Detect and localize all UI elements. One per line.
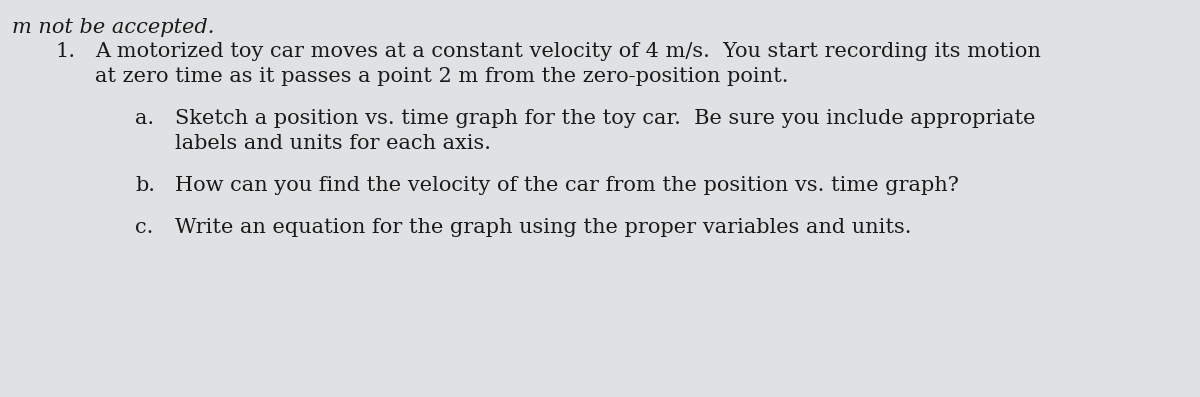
Text: labels and units for each axis.: labels and units for each axis. [175, 134, 491, 153]
Text: b.: b. [134, 176, 155, 195]
Text: c.: c. [134, 218, 154, 237]
Text: a.: a. [134, 109, 154, 128]
Text: 1.: 1. [55, 42, 76, 61]
Text: Sketch a position vs. time graph for the toy car.  Be sure you include appropria: Sketch a position vs. time graph for the… [175, 109, 1036, 128]
Text: Write an equation for the graph using the proper variables and units.: Write an equation for the graph using th… [175, 218, 912, 237]
Text: m not be accepted.: m not be accepted. [12, 18, 215, 37]
Text: at zero time as it passes a point 2 m from the zero-position point.: at zero time as it passes a point 2 m fr… [95, 67, 788, 86]
Text: How can you find the velocity of the car from the position vs. time graph?: How can you find the velocity of the car… [175, 176, 959, 195]
Text: A motorized toy car moves at a constant velocity of 4 m/s.  You start recording : A motorized toy car moves at a constant … [95, 42, 1040, 61]
